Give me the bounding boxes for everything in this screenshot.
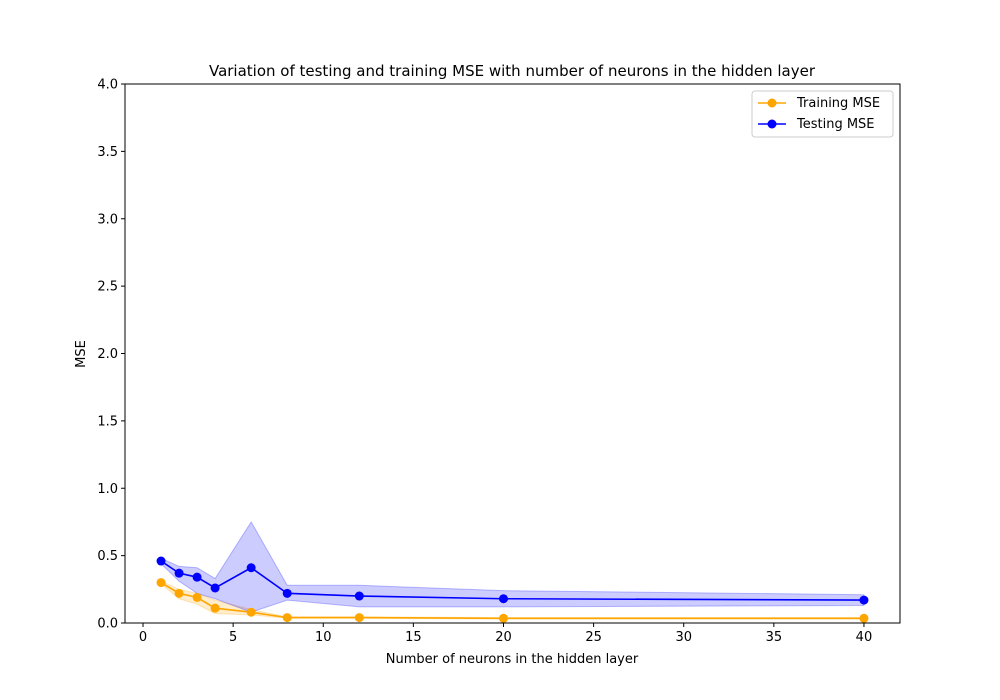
legend-marker-testing xyxy=(767,119,777,129)
training-mse-point xyxy=(859,613,869,623)
axis-ticks: 0 5 10 15 20 25 30 35 40 0.0 0.5 1.0 1.5 2.0 2.5 3.0 3.5… xyxy=(97,78,872,646)
x-tick-label: 0 xyxy=(139,630,147,645)
plot-area xyxy=(156,520,869,623)
chart-title: Variation of testing and training MSE wi… xyxy=(209,62,816,80)
testing-mse-point xyxy=(282,588,292,598)
x-tick-label: 15 xyxy=(405,630,422,645)
legend-label-testing: Testing MSE xyxy=(796,117,875,132)
testing-mse-point xyxy=(174,568,184,578)
x-tick-label: 40 xyxy=(856,630,873,645)
x-axis-label: Number of neurons in the hidden layer xyxy=(386,652,639,667)
testing-mse-point xyxy=(156,556,166,566)
x-tick-label: 35 xyxy=(766,630,783,645)
y-tick-label: 1.5 xyxy=(97,414,118,429)
y-tick-label: 4.0 xyxy=(97,78,118,93)
y-axis-label: MSE xyxy=(74,340,89,368)
training-mse-point xyxy=(192,592,202,602)
testing-mse-point xyxy=(859,595,869,605)
training-mse-point xyxy=(174,588,184,598)
training-mse-point xyxy=(246,607,256,617)
training-mse-point xyxy=(498,613,508,623)
y-tick-label: 1.0 xyxy=(97,482,118,497)
x-tick-label: 30 xyxy=(675,630,692,645)
testing-mse-point xyxy=(246,563,256,573)
y-tick-label: 3.0 xyxy=(97,212,118,227)
x-tick-label: 20 xyxy=(495,630,512,645)
x-tick-label: 5 xyxy=(229,630,237,645)
testing-mse-point xyxy=(210,583,220,593)
legend-label-training: Training MSE xyxy=(796,96,880,111)
y-tick-label: 0.0 xyxy=(97,617,118,632)
legend-box xyxy=(751,90,894,138)
legend: Training MSE Testing MSE xyxy=(751,90,894,138)
legend-marker-training xyxy=(767,98,777,108)
training-mse-point xyxy=(282,613,292,623)
training-mse-point xyxy=(210,603,220,613)
testing-mse-point xyxy=(354,591,364,601)
testing-mse-point xyxy=(498,594,508,604)
y-tick-label: 2.0 xyxy=(97,347,118,362)
training-mse-point xyxy=(156,578,166,588)
x-tick-label: 25 xyxy=(585,630,602,645)
training-mse-point xyxy=(354,613,364,623)
testing-mse-point xyxy=(192,572,202,582)
y-tick-label: 0.5 xyxy=(97,549,118,564)
y-tick-label: 2.5 xyxy=(97,280,118,295)
y-tick-label: 3.5 xyxy=(97,145,118,160)
x-tick-label: 10 xyxy=(315,630,332,645)
